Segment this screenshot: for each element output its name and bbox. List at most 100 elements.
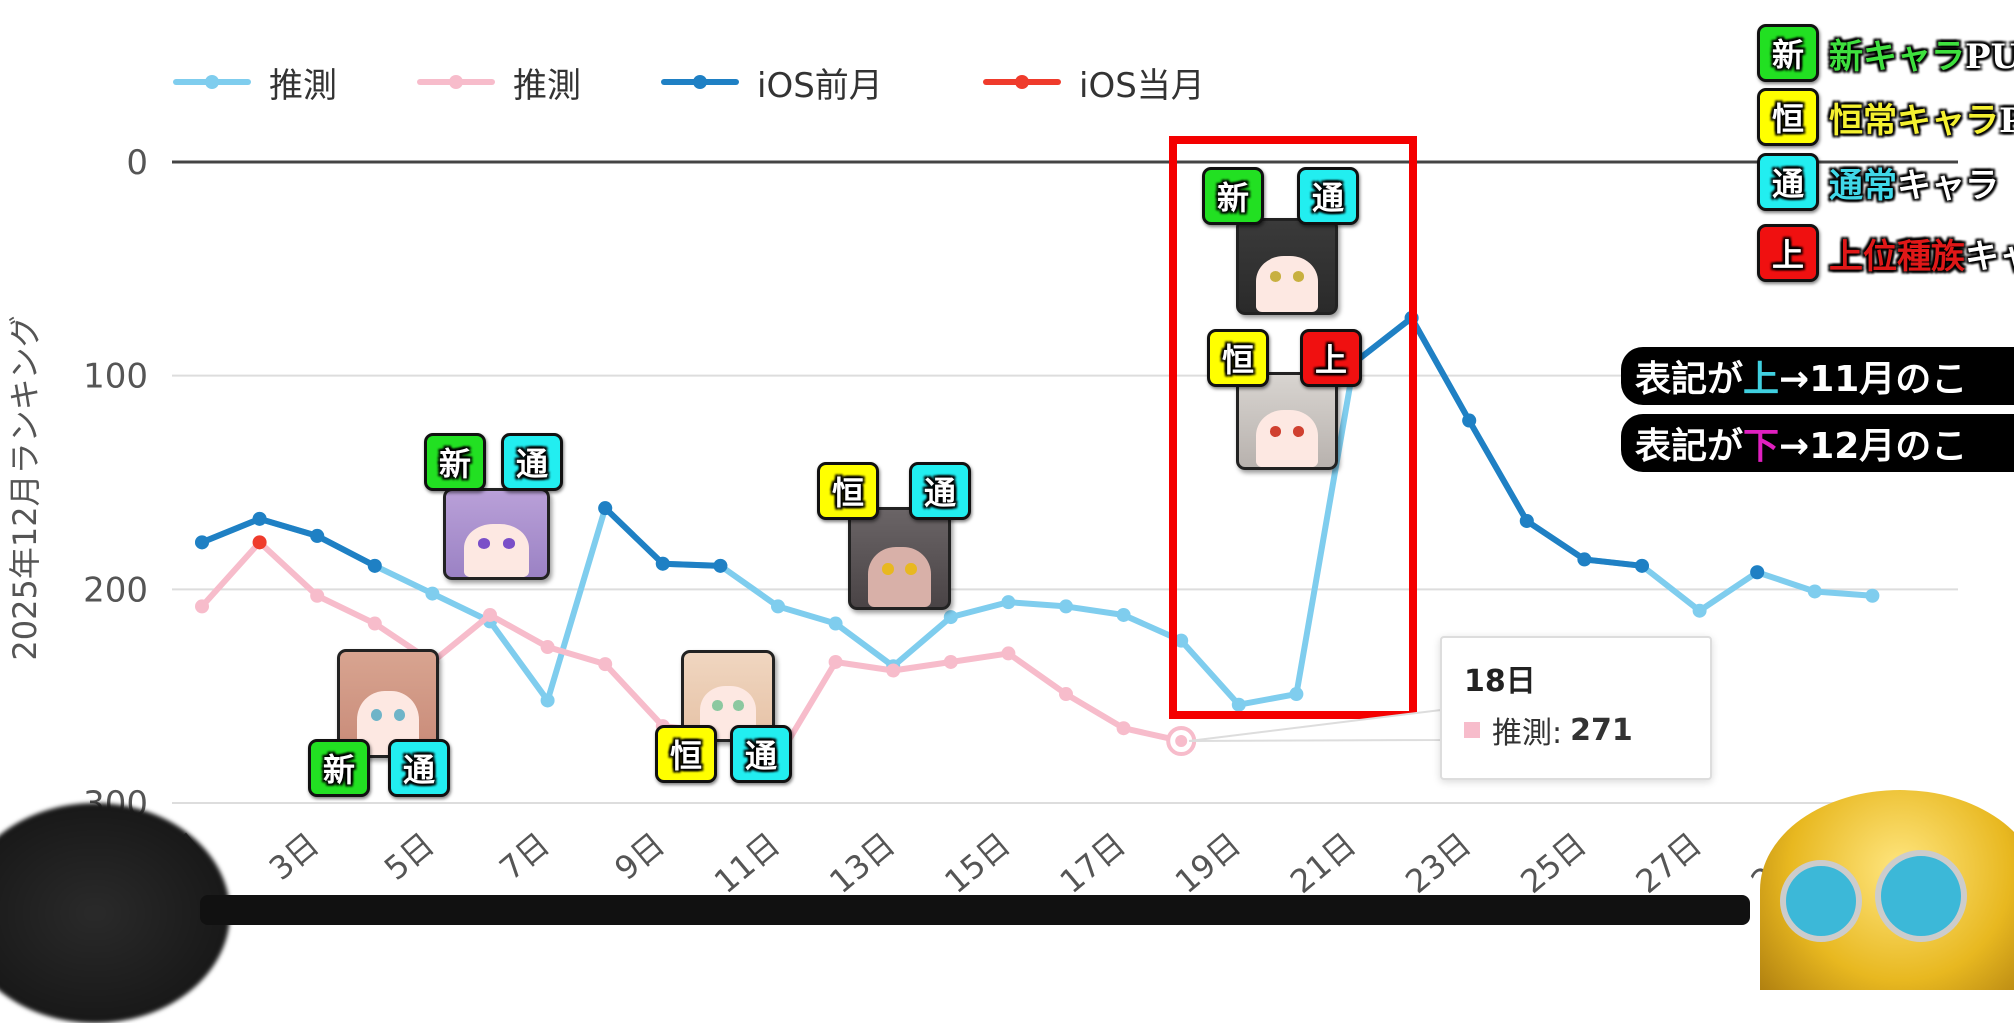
data-point-0 xyxy=(1692,603,1707,618)
data-point-0 xyxy=(828,616,843,631)
hovered-point-center xyxy=(1175,735,1188,748)
y-tick-label: 100 xyxy=(83,357,148,397)
character-portrait xyxy=(1236,372,1338,470)
key-text: 通常 xyxy=(1829,165,1897,206)
x-tick-label: 7日 xyxy=(492,825,557,888)
key-text: 新キャラ xyxy=(1829,36,1965,77)
tooltip-label: 推測: xyxy=(1492,716,1563,751)
x-tick-label: 27日 xyxy=(1629,825,1709,901)
tooltip-row: 推測: 271 xyxy=(1464,708,1633,752)
note-text: 表記が xyxy=(1635,359,1744,400)
badge-superior: 上 xyxy=(1757,224,1819,282)
data-point-2 xyxy=(598,501,613,516)
data-point-2 xyxy=(713,558,728,573)
x-tick-label: 25日 xyxy=(1513,825,1593,901)
series-line-2 xyxy=(1352,314,1643,569)
note-text: 表記が xyxy=(1635,426,1744,467)
badge-normal: 通 xyxy=(1297,167,1359,225)
legend-label: iOS当月 xyxy=(1079,65,1205,106)
data-point-0 xyxy=(1116,607,1131,622)
legend-label: iOS前月 xyxy=(757,65,883,106)
badge-normal: 通 xyxy=(501,433,563,491)
data-point-1 xyxy=(540,640,555,655)
tooltip-swatch xyxy=(1464,722,1480,738)
x-tick-label: 23日 xyxy=(1398,825,1478,901)
y-tick-label: 200 xyxy=(83,570,148,610)
data-point-1 xyxy=(1116,721,1131,736)
note-text: →12月のこ xyxy=(1779,426,1968,467)
data-point-1 xyxy=(828,654,843,669)
legend-item-ios-current-month[interactable]: iOS当月 xyxy=(983,60,1205,106)
x-tick-label: 9日 xyxy=(607,825,672,888)
legend-item-estimate-prev[interactable]: 推測 xyxy=(173,60,337,106)
tooltip-pointer xyxy=(1188,708,1442,742)
data-point-1 xyxy=(483,607,497,622)
note-lower-label: 表記が下 →12月のこ xyxy=(1621,414,2014,472)
badge-permanent: 恒 xyxy=(817,462,879,520)
data-point-2 xyxy=(1462,413,1477,428)
data-point-0 xyxy=(1059,599,1073,614)
data-point-1 xyxy=(598,657,613,672)
data-point-2 xyxy=(655,556,670,571)
character-portrait xyxy=(443,488,550,580)
character-portrait xyxy=(848,507,951,610)
legend-item-ios-prev-month[interactable]: iOS前月 xyxy=(661,60,883,106)
x-tick-label: 3日 xyxy=(262,825,327,888)
series-line-2 xyxy=(200,515,377,569)
legend-item-estimate-current[interactable]: 推測 xyxy=(417,60,581,106)
data-point-2 xyxy=(252,511,267,526)
x-tick-label: 17日 xyxy=(1053,825,1133,901)
data-point-1 xyxy=(943,654,958,669)
key-legend-permanent: 恒 恒常キャラP xyxy=(1757,87,2014,147)
data-point-3 xyxy=(252,535,267,550)
note-mark: 下 xyxy=(1743,426,1780,467)
data-point-1 xyxy=(310,588,325,603)
data-point-2 xyxy=(310,528,325,543)
tooltip-value: 271 xyxy=(1570,712,1633,748)
streamer-avatar-right xyxy=(1760,790,2014,990)
data-point-0 xyxy=(1865,588,1880,603)
data-point-0 xyxy=(540,693,555,708)
y-axis-title: 2025年12月ランキング xyxy=(6,315,44,660)
x-tick-label: 11日 xyxy=(707,825,787,901)
data-point-0 xyxy=(771,599,785,614)
data-point-2 xyxy=(1519,513,1534,528)
character-portrait xyxy=(1236,218,1338,315)
tooltip-title: 18日 xyxy=(1464,664,1536,699)
badge-permanent: 恒 xyxy=(1207,329,1269,387)
data-point-1 xyxy=(1001,646,1016,661)
badge-normal: 通 xyxy=(909,462,971,520)
badge-normal: 通 xyxy=(388,739,450,797)
legend-swatch xyxy=(173,75,251,89)
legend-swatch xyxy=(661,75,739,89)
data-point-0 xyxy=(1001,595,1016,610)
highlight-box xyxy=(1169,136,1417,719)
chart-tooltip: 18日 推測: 271 xyxy=(1440,636,1712,780)
badge-permanent: 恒 xyxy=(655,725,717,783)
data-point-1 xyxy=(195,599,209,614)
key-text: 上位種族 xyxy=(1829,236,1965,277)
key-legend-new: 新 新キャラPU xyxy=(1757,23,2014,83)
note-mark: 上 xyxy=(1743,359,1780,400)
key-text: 恒常キャラ xyxy=(1829,100,1999,141)
x-tick-label: 15日 xyxy=(937,825,1017,901)
badge-superior: 上 xyxy=(1300,329,1362,387)
badge-normal: 通 xyxy=(1757,153,1819,211)
key-legend-normal: 通 通常キャラ xyxy=(1757,152,1999,212)
note-upper-label: 表記が上 →11月のこ xyxy=(1621,347,2014,405)
legend-swatch xyxy=(417,75,495,89)
legend-label: 推測 xyxy=(513,65,581,106)
badge-new: 新 xyxy=(1757,24,1819,82)
x-tick-label: 13日 xyxy=(822,825,902,901)
badge-new: 新 xyxy=(308,739,370,797)
x-tick-label: 19日 xyxy=(1168,825,1248,901)
data-point-0 xyxy=(1807,584,1822,599)
key-text: キャラ xyxy=(1897,165,1999,206)
data-point-1 xyxy=(1059,687,1073,702)
key-text: キャ xyxy=(1965,236,2014,277)
y-tick-label: 0 xyxy=(126,143,148,183)
key-text: P xyxy=(1999,100,2014,141)
badge-permanent: 恒 xyxy=(1757,88,1819,146)
data-point-2 xyxy=(1635,558,1649,573)
data-point-1 xyxy=(886,663,901,678)
